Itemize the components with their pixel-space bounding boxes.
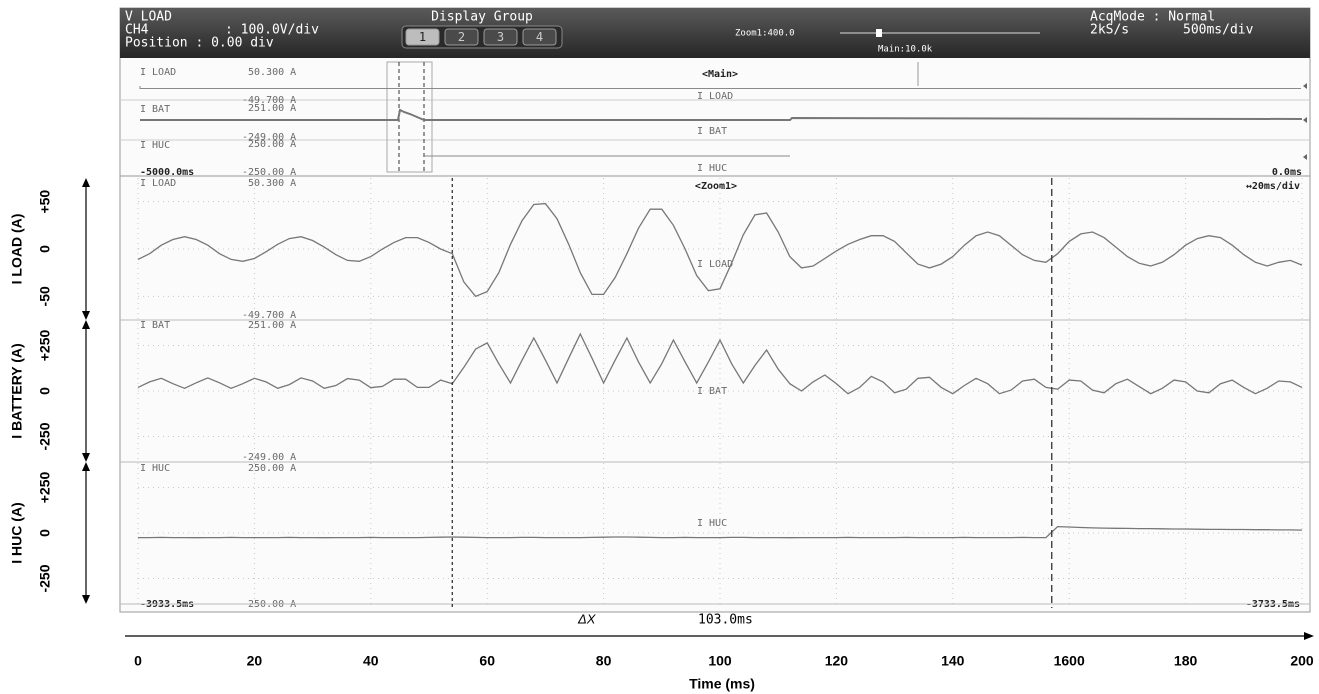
position: Position : 0.00 div xyxy=(125,36,274,51)
y-axis-arrow xyxy=(82,453,90,462)
delta-value: 103.0ms xyxy=(698,613,753,628)
main-title: <Main> xyxy=(702,68,738,80)
x-tick-label: 140 xyxy=(941,653,965,669)
trace-label: I LOAD xyxy=(697,259,733,270)
y-axis-title: I HUC (A) xyxy=(9,502,25,563)
y-axis-arrow xyxy=(82,320,90,329)
time-per-div: 500ms/div xyxy=(1183,23,1254,38)
zoom-time-per-div: ↔20ms/div xyxy=(1246,180,1300,192)
x-tick-label: 100 xyxy=(708,653,732,669)
range-top: 250.00 A xyxy=(248,463,296,474)
range-bottom: -249.00 A xyxy=(242,452,296,463)
y-tick-label: +250 xyxy=(37,330,53,362)
x-tick-label: 0 xyxy=(134,653,142,669)
x-tick-label: 180 xyxy=(1174,653,1198,669)
delta-label: ΔX xyxy=(577,611,597,626)
display-group-label: Display Group xyxy=(431,10,533,25)
group-button-label: 1 xyxy=(419,30,426,44)
trace-label: I HUC xyxy=(697,518,727,529)
trace-label: I BAT xyxy=(140,104,170,115)
y-axis-arrow xyxy=(82,311,90,320)
range-bottom: -250.00 A xyxy=(242,167,296,178)
main-start: -5000.0ms xyxy=(140,167,194,178)
y-tick-label: +50 xyxy=(37,190,53,214)
zoom-title: <Zoom1> xyxy=(695,181,737,192)
range-top: 50.300 A xyxy=(248,178,296,189)
x-axis-arrow xyxy=(1304,632,1314,640)
x-tick-label: 1600 xyxy=(1054,653,1085,669)
y-tick-label: 0 xyxy=(37,387,53,395)
x-tick-label: 200 xyxy=(1290,653,1314,669)
figure: V LOAD CH4 : 100.0V/div Position : 0.00 … xyxy=(0,0,1319,694)
y-tick-label: -250 xyxy=(37,564,53,592)
y-tick-label: -250 xyxy=(37,422,53,450)
y-axis-title: I LOAD (A) xyxy=(9,214,25,285)
y-axis-arrow xyxy=(82,178,90,187)
range-top: 250.00 A xyxy=(248,139,296,150)
x-tick-label: 20 xyxy=(247,653,263,669)
y-tick-label: 0 xyxy=(37,529,53,537)
trace-label: I BAT xyxy=(140,320,170,331)
y-tick-label: +250 xyxy=(37,472,53,504)
page: {"chart_data": {"type": "line", "xlabel"… xyxy=(0,0,1319,694)
sample-rate: 2kS/s xyxy=(1090,23,1129,38)
x-tick-label: 80 xyxy=(596,653,612,669)
trace-label: I HUC xyxy=(697,163,727,174)
trace-label: I HUC xyxy=(140,140,170,151)
range-top: 50.300 A xyxy=(248,67,296,78)
y-axis-title: I BATTERY (A) xyxy=(9,343,25,438)
main-length: Main:10.0k xyxy=(878,45,933,55)
y-tick-label: 0 xyxy=(37,245,53,253)
group-button-label: 3 xyxy=(497,30,504,44)
range-top: 251.00 A xyxy=(248,320,296,331)
y-axis-arrow xyxy=(82,462,90,471)
trace-label: I LOAD xyxy=(140,67,176,78)
range-top: 251.00 A xyxy=(248,103,296,114)
y-axis-arrow xyxy=(82,595,90,604)
x-tick-label: 120 xyxy=(825,653,849,669)
main-end: 0.0ms xyxy=(1272,167,1302,178)
y-tick-label: -50 xyxy=(37,286,53,306)
x-tick-label: 60 xyxy=(479,653,495,669)
x-tick-label: 40 xyxy=(363,653,379,669)
trace-label: I LOAD xyxy=(140,178,176,189)
trace-label: I LOAD xyxy=(697,91,733,102)
group-button-label: 4 xyxy=(536,30,543,44)
x-axis-title: Time (ms) xyxy=(689,676,755,692)
trace-label: I BAT xyxy=(697,386,727,397)
group-button-label: 2 xyxy=(458,30,465,44)
trace-label: I BAT xyxy=(697,126,727,137)
zoom-ratio: Zoom1:400.0 xyxy=(735,29,795,39)
zoom-marker xyxy=(876,29,882,37)
trace-label: I HUC xyxy=(140,463,170,474)
